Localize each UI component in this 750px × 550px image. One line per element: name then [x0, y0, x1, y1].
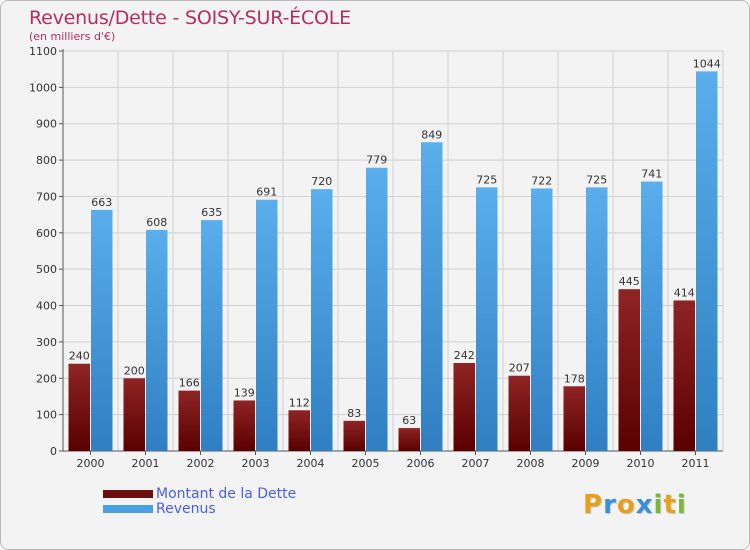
y-tick-label: 600 — [36, 227, 57, 240]
bar-revenus-2002 — [201, 220, 223, 451]
value-labels: 240 663 200 608 166 635 139 691 112 720 83 779 63 849… — [69, 57, 721, 427]
bar-dette-2002 — [178, 390, 200, 451]
bar-dette-2007 — [453, 363, 475, 451]
logo-letter: x — [635, 490, 654, 520]
legend-label-dette: Montant de la Dette — [156, 486, 297, 502]
y-tick-label: 900 — [36, 118, 57, 131]
x-tick-label: 2000 — [77, 457, 105, 470]
x-tick-label: 2009 — [572, 457, 600, 470]
grid-lines — [62, 50, 724, 452]
legend-swatch-dette — [103, 490, 153, 498]
bar-dette-2004 — [288, 410, 310, 451]
logo-letter: t — [663, 490, 677, 520]
bar-revenus-2011 — [696, 71, 718, 451]
value-label-dette-2011: 414 — [674, 286, 695, 299]
value-label-revenus-2009: 725 — [586, 173, 607, 186]
value-label-dette-2006: 63 — [402, 414, 416, 427]
x-tick-label: 2003 — [242, 457, 270, 470]
value-label-revenus-2000: 663 — [91, 196, 112, 209]
logo-letter: r — [603, 490, 617, 520]
y-tick-label: 300 — [36, 336, 57, 349]
value-label-revenus-2005: 779 — [366, 154, 387, 167]
y-tick-label: 200 — [36, 372, 57, 385]
bar-dette-2000 — [68, 363, 90, 451]
proxiti-logo: Proxiti — [583, 490, 687, 520]
bars — [68, 71, 718, 452]
value-label-dette-2005: 83 — [347, 407, 361, 420]
y-tick-label: 0 — [50, 445, 57, 458]
bar-revenus-2006 — [421, 142, 443, 452]
value-label-revenus-2003: 691 — [256, 186, 277, 199]
value-label-dette-2010: 445 — [619, 275, 640, 288]
x-tick-label: 2006 — [407, 457, 435, 470]
y-tick-label: 700 — [36, 190, 57, 203]
value-label-dette-2008: 207 — [509, 362, 530, 375]
value-label-revenus-2004: 720 — [311, 175, 332, 188]
bar-revenus-2008 — [531, 188, 553, 452]
bar-revenus-2004 — [311, 189, 333, 451]
y-tick-label: 100 — [36, 409, 57, 422]
y-tick-label: 1100 — [29, 45, 57, 58]
logo-letter: P — [583, 490, 604, 520]
x-tick-label: 2001 — [132, 457, 160, 470]
x-tick-label: 2007 — [462, 457, 490, 470]
value-label-dette-2003: 139 — [234, 386, 255, 399]
chart-title: Revenus/Dette - SOISY-SUR-ÉCOLE — [29, 7, 351, 29]
y-tick-label: 1000 — [29, 81, 57, 94]
bar-dette-2011 — [673, 300, 695, 451]
bar-revenus-2009 — [586, 187, 608, 451]
bar-dette-2008 — [508, 375, 530, 451]
legend-swatch-revenus — [103, 505, 153, 513]
x-tick-label: 2008 — [517, 457, 545, 470]
bar-dette-2005 — [343, 420, 365, 451]
bar-dette-2003 — [233, 400, 255, 451]
bar-revenus-2010 — [641, 181, 663, 451]
bar-dette-2001 — [123, 378, 145, 451]
value-label-revenus-2010: 741 — [641, 168, 662, 181]
axes: 0 100 200 300 400 500 600 700 800 900 1000 1100 2000… — [29, 45, 723, 470]
value-label-revenus-2002: 635 — [201, 206, 222, 219]
value-label-dette-2009: 178 — [564, 372, 585, 385]
value-label-revenus-2011: 1044 — [693, 57, 721, 70]
bar-revenus-2003 — [256, 199, 278, 451]
y-tick-label: 500 — [36, 263, 57, 276]
logo-letter: o — [616, 490, 636, 520]
x-tick-label: 2005 — [352, 457, 380, 470]
bar-dette-2006 — [398, 428, 420, 451]
legend-label-revenus: Revenus — [156, 501, 216, 517]
value-label-dette-2004: 112 — [289, 396, 310, 409]
bar-revenus-2007 — [476, 187, 498, 451]
x-tick-label: 2004 — [297, 457, 325, 470]
bar-dette-2010 — [618, 289, 640, 451]
value-label-dette-2002: 166 — [179, 377, 200, 390]
value-label-revenus-2006: 849 — [421, 128, 442, 141]
value-label-dette-2000: 240 — [69, 350, 90, 363]
x-tick-label: 2011 — [682, 457, 710, 470]
x-tick-label: 2002 — [187, 457, 215, 470]
bar-revenus-2000 — [91, 209, 113, 451]
bar-revenus-2001 — [146, 229, 168, 451]
value-label-revenus-2008: 722 — [531, 174, 552, 187]
value-label-revenus-2007: 725 — [476, 173, 497, 186]
value-label-dette-2007: 242 — [454, 349, 475, 362]
x-tick-label: 2010 — [627, 457, 655, 470]
value-label-dette-2001: 200 — [124, 364, 145, 377]
chart-subtitle: (en milliers d'€) — [29, 30, 116, 43]
y-tick-label: 800 — [36, 154, 57, 167]
logo-letter: i — [676, 490, 687, 520]
bar-dette-2009 — [563, 386, 585, 451]
bar-revenus-2005 — [366, 167, 388, 451]
logo-letter: i — [653, 490, 664, 520]
y-tick-label: 400 — [36, 300, 57, 313]
value-label-revenus-2001: 608 — [146, 216, 167, 229]
